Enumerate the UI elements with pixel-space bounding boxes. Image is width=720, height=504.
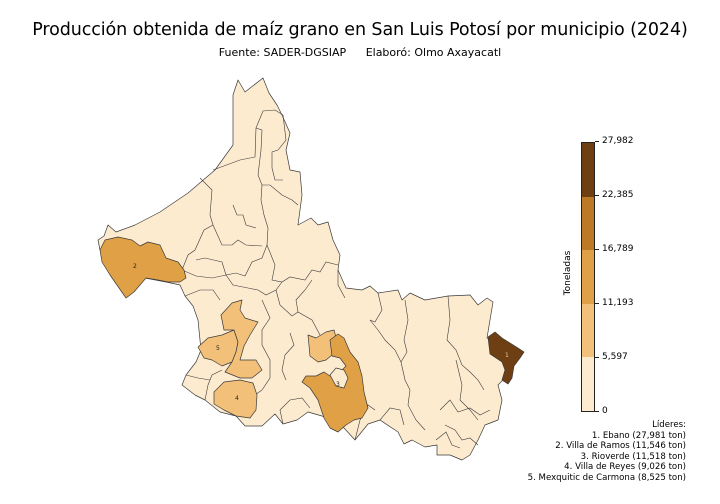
map-label-1: 1 — [505, 352, 509, 359]
leader-item: 4. Villa de Reyes (9,026 ton) — [564, 462, 686, 473]
colorbar-bin-3 — [582, 250, 594, 304]
colorbar — [581, 142, 595, 412]
municipality-villa-de-ramos — [99, 236, 187, 299]
map-label-4: 4 — [235, 395, 239, 402]
municipality-enclave — [329, 367, 349, 389]
leader-item: 1. Ebano (27,981 ton) — [591, 430, 686, 441]
colorbar-tick-3: 16,789 — [595, 244, 634, 254]
colorbar-bin-4 — [582, 196, 594, 251]
chart-subtitle: Fuente: SADER-DGSIAP Elaboró: Olmo Axaya… — [0, 46, 720, 59]
map-label-2: 2 — [133, 263, 137, 270]
municipal-boundaries — [181, 109, 491, 449]
municipality-ebano — [487, 331, 525, 385]
municipality-mid-bin-a — [220, 299, 263, 379]
colorbar-tick-2: 11,193 — [595, 298, 634, 308]
colorbar-bin-1 — [582, 357, 594, 411]
municipality-villa-de-reyes — [213, 379, 258, 419]
leaders-title: Líderes: — [652, 420, 686, 430]
colorbar-tick-1: 5,597 — [595, 352, 628, 362]
map-label-3: 3 — [336, 381, 340, 388]
map-label-5: 5 — [216, 345, 220, 352]
colorbar-bin-2 — [582, 303, 594, 358]
chart-title: Producción obtenida de maíz grano en San… — [32, 20, 688, 40]
colorbar-tick-4: 22,385 — [595, 190, 634, 200]
colorbar-tick-5: 27,982 — [595, 136, 634, 146]
leader-item: 3. Rioverde (11,518 ton) — [580, 451, 686, 462]
leader-item: 5. Mexquitic de Carmona (8,525 ton) — [527, 472, 686, 483]
leaders-legend: Líderes: 1. Ebano (27,981 ton) 2. Villa … — [528, 420, 686, 484]
colorbar-label: Toneladas — [563, 250, 573, 296]
colorbar-bin-5 — [582, 143, 594, 197]
author-text: Elaboró: Olmo Axayacatl — [365, 46, 502, 59]
leader-item: 2. Villa de Ramos (11,546 ton) — [555, 441, 686, 452]
source-text: Fuente: SADER-DGSIAP — [218, 46, 347, 59]
colorbar-tick-0: 0 — [595, 406, 608, 416]
state-base — [97, 77, 511, 461]
